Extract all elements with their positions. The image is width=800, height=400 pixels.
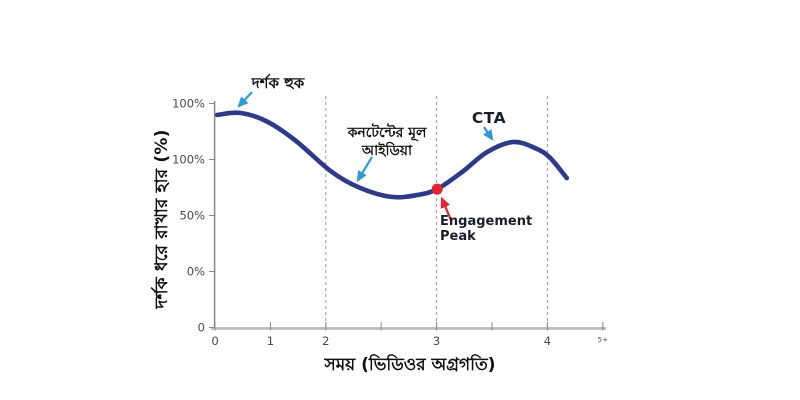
y-tick-label: 50% [179,209,205,223]
y-tick-label: 100% [172,97,205,111]
annotation-main-idea: কনটেন্টের মূল আইডিয়া [330,124,444,160]
x-tick-label: 2 [322,334,329,348]
annotation-main-idea-line2: আইডিয়া [361,143,413,159]
annotation-hook: দর্শক হুক [251,74,305,92]
x-axis-label: সময় (ভিডিওর অগ্রগতি) [324,355,496,375]
axis-ticks: 0 1 2 3 4 5+ 0 0% 50% 100% 100% [172,97,608,349]
x-tick-label: 1 [267,334,274,348]
x-tick-label: 4 [544,334,551,348]
main-idea-arrow-icon [356,156,373,182]
annotation-engagement-peak: Engagement Peak [440,214,533,244]
x-tick-label: 5+ [598,336,608,344]
engagement-arrow-icon [440,196,453,221]
retention-curve [214,110,570,200]
y-axis-label: দর্শক ধরে রাখার হার (%) [152,129,172,309]
engagement-peak-point [431,183,443,195]
x-tick-label: 0 [211,334,218,348]
y-tick-label: 0 [198,321,205,335]
y-tick-label: 0% [187,265,205,279]
milestone-lines [325,96,548,328]
cta-arrow-icon [483,126,494,141]
hook-arrow-icon [237,91,253,108]
y-tick-label: 100% [172,153,205,167]
x-tick-label: 3 [433,334,440,348]
annotation-main-idea-line1: কনটেন্টের মূল [347,125,427,141]
annotation-cta: CTA [471,109,507,127]
